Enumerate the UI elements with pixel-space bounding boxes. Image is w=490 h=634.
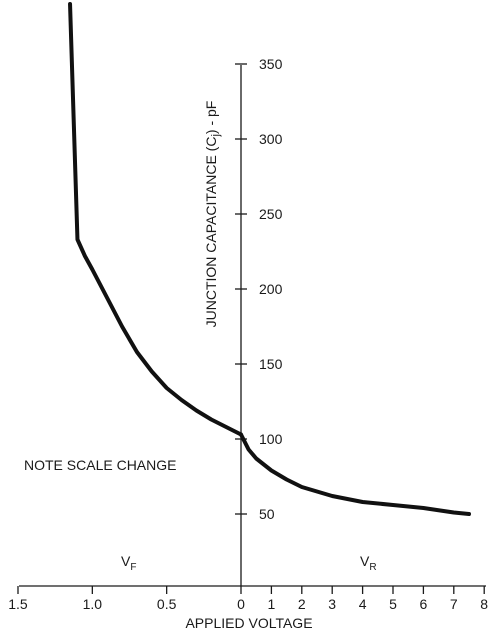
x-tick-label-reverse: 4 bbox=[359, 596, 367, 612]
y-tick-label: 200 bbox=[259, 281, 283, 297]
region-label-vf-sub: F bbox=[130, 562, 136, 573]
x-tick-label-reverse: 7 bbox=[450, 596, 458, 612]
region-label-vr-main: V bbox=[360, 553, 370, 569]
x-axis-label: APPLIED VOLTAGE bbox=[185, 615, 312, 631]
x-tick-label-reverse: 6 bbox=[420, 596, 428, 612]
forward-bias-curve bbox=[68, 2, 243, 437]
y-axis-label-main: JUNCTION CAPACITANCE (C bbox=[203, 137, 219, 328]
y-axis-label-sub: j bbox=[210, 134, 222, 137]
region-label-vr: VR bbox=[360, 553, 377, 573]
x-tick-label-forward: 1.0 bbox=[83, 596, 103, 612]
reverse-bias-curve bbox=[239, 432, 471, 516]
y-axis-label-tail: ) - pF bbox=[203, 101, 219, 134]
x-tick-label-forward: 0.5 bbox=[157, 596, 177, 612]
note-scale-change: NOTE SCALE CHANGE bbox=[24, 457, 176, 473]
y-tick-label: 100 bbox=[259, 431, 283, 447]
x-tick-label-forward: 1.5 bbox=[8, 596, 28, 612]
y-tick-label: 150 bbox=[259, 356, 283, 372]
region-label-vf-main: V bbox=[121, 553, 131, 569]
x-tick-label-reverse: 2 bbox=[298, 596, 306, 612]
y-tick-label: 50 bbox=[259, 506, 275, 522]
region-label-vf: VF bbox=[121, 553, 136, 573]
y-tick-label: 250 bbox=[259, 206, 283, 222]
y-tick-label: 300 bbox=[259, 131, 283, 147]
y-axis-label: JUNCTION CAPACITANCE (Cj) - pF bbox=[203, 101, 222, 328]
x-tick-label-reverse: 1 bbox=[268, 596, 276, 612]
x-tick-label-reverse: 5 bbox=[389, 596, 397, 612]
region-label-vr-sub: R bbox=[369, 562, 376, 573]
y-tick-label: 350 bbox=[259, 56, 283, 72]
x-tick-label-reverse: 3 bbox=[328, 596, 336, 612]
x-tick-label-reverse: 8 bbox=[480, 596, 488, 612]
x-tick-label-forward: 0 bbox=[237, 596, 245, 612]
